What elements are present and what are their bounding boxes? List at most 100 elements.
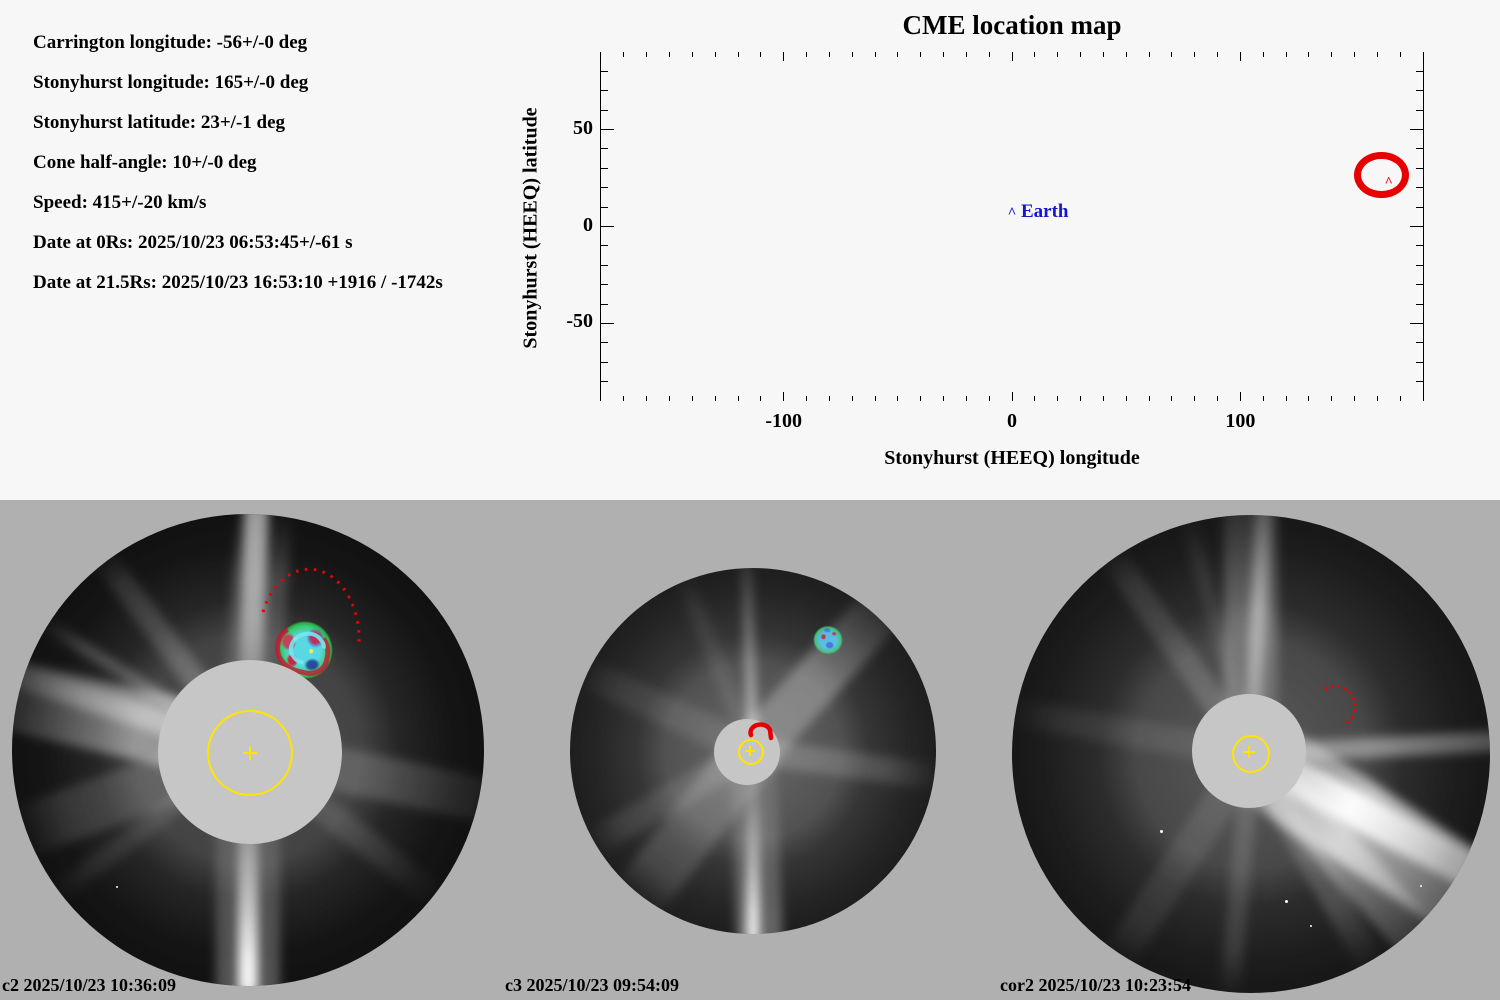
x-tick: [1239, 52, 1241, 61]
x-tick: [920, 396, 922, 401]
cme-source-uncertainty-ellipse: [1354, 151, 1410, 199]
y-tick: [601, 284, 608, 286]
x-tick: [1057, 52, 1059, 57]
x-tick: [1399, 396, 1401, 401]
x-tick: [1376, 52, 1378, 57]
x-tick: [828, 396, 830, 401]
plot-title: CME location map: [902, 10, 1122, 40]
y-tick: [1416, 90, 1423, 92]
x-tick: [1148, 396, 1150, 401]
x-tick: [1308, 52, 1310, 57]
x-tick: [1102, 396, 1104, 401]
c2-sun-limb-circle: [207, 710, 293, 796]
x-tick: [965, 52, 967, 57]
y-tick-label: 0: [583, 213, 593, 236]
x-tick: [943, 52, 944, 57]
c2-sun-center-cross: [249, 746, 251, 760]
y-tick: [1416, 381, 1423, 383]
y-tick: [601, 148, 608, 150]
x-tick: [1262, 396, 1264, 401]
cor2-sun-limb-circle: [1232, 735, 1270, 773]
y-tick: [1416, 109, 1423, 111]
x-tick: [1057, 396, 1059, 401]
x-tick: [1011, 392, 1013, 401]
y-tick-label: 50: [573, 116, 593, 139]
coronagraph-image-c3: [570, 568, 936, 934]
y-tick: [601, 361, 608, 363]
cme-source-marker: ^: [1384, 175, 1393, 191]
x-tick-label: -100: [765, 410, 802, 432]
y-tick: [601, 303, 608, 305]
y-tick: [1410, 129, 1423, 131]
x-tick: [669, 52, 670, 57]
star-dot: [1420, 885, 1422, 887]
x-tick: [783, 392, 785, 401]
y-tick: [1416, 284, 1423, 286]
y-tick: [601, 264, 608, 266]
x-tick: [1080, 52, 1081, 57]
coronagraph-image-cor2: [1012, 515, 1490, 993]
x-tick-label: 100: [1225, 410, 1256, 432]
y-tick: [601, 167, 608, 169]
x-tick: [851, 52, 853, 57]
y-tick: [601, 381, 608, 383]
star-dot: [1285, 900, 1288, 903]
y-tick: [1416, 361, 1423, 363]
x-tick: [1262, 52, 1264, 57]
y-tick: [1416, 187, 1423, 189]
x-tick: [1376, 396, 1378, 401]
x-tick: [1148, 52, 1150, 57]
x-tick: [1217, 52, 1218, 57]
cor2-timestamp-label: cor2 2025/10/23 10:23:54: [1000, 975, 1191, 995]
carrington-longitude-text: Carrington longitude: -56+/-0 deg: [33, 32, 308, 53]
x-tick: [1285, 396, 1287, 401]
y-tick: [1416, 206, 1423, 208]
x-tick: [965, 396, 967, 401]
y-tick: [601, 206, 608, 208]
y-tick: [601, 187, 608, 189]
x-tick: [1080, 396, 1081, 401]
date-0rs-text: Date at 0Rs: 2025/10/23 06:53:45+/-61 s: [33, 232, 353, 253]
x-tick: [1308, 396, 1310, 401]
x-tick: [988, 396, 990, 401]
x-tick: [623, 52, 625, 57]
cor2-disk: [1012, 515, 1490, 993]
x-tick: [691, 52, 693, 57]
y-tick: [1416, 303, 1423, 305]
y-tick: [601, 342, 608, 344]
x-tick: [1171, 396, 1173, 401]
x-axis-title: Stonyhurst (HEEQ) longitude: [884, 447, 1140, 469]
cme-location-map-plot: -100 0 100 50 0 -50 ^ Earth ^: [566, 52, 1424, 432]
x-tick: [806, 396, 807, 401]
x-tick: [1331, 396, 1333, 401]
x-tick: [783, 52, 785, 61]
x-tick: [897, 52, 899, 57]
x-tick: [760, 52, 762, 57]
x-tick: [1034, 396, 1036, 401]
c3-sun-limb-circle: [738, 739, 764, 765]
y-tick: [1416, 245, 1423, 247]
x-tick: [943, 396, 944, 401]
c2-timestamp-label: c2 2025/10/23 10:36:09: [2, 975, 176, 995]
x-tick: [1011, 52, 1013, 61]
cor2-sun-center-cross: [1248, 746, 1250, 758]
x-tick: [1285, 52, 1287, 57]
earth-marker: ^: [1007, 205, 1017, 222]
y-tick: [601, 245, 608, 247]
x-tick: [1399, 52, 1401, 57]
x-tick: [1239, 392, 1241, 401]
x-tick: [1194, 396, 1196, 401]
stonyhurst-latitude-text: Stonyhurst latitude: 23+/-1 deg: [33, 112, 286, 133]
y-tick: [1416, 342, 1423, 344]
x-tick: [1125, 52, 1127, 57]
x-tick: [1331, 52, 1333, 57]
x-tick: [828, 52, 830, 57]
cme-parameters-panel: Carrington longitude: -56+/-0 deg Stonyh…: [33, 10, 1424, 469]
star-dot: [1160, 830, 1163, 833]
speed-text: Speed: 415+/-20 km/s: [33, 192, 207, 213]
x-tick: [714, 396, 716, 401]
x-tick: [1354, 52, 1355, 57]
x-tick: [1171, 52, 1173, 57]
date-21-5rs-text: Date at 21.5Rs: 2025/10/23 16:53:10 +191…: [33, 272, 443, 293]
x-tick: [737, 52, 739, 57]
